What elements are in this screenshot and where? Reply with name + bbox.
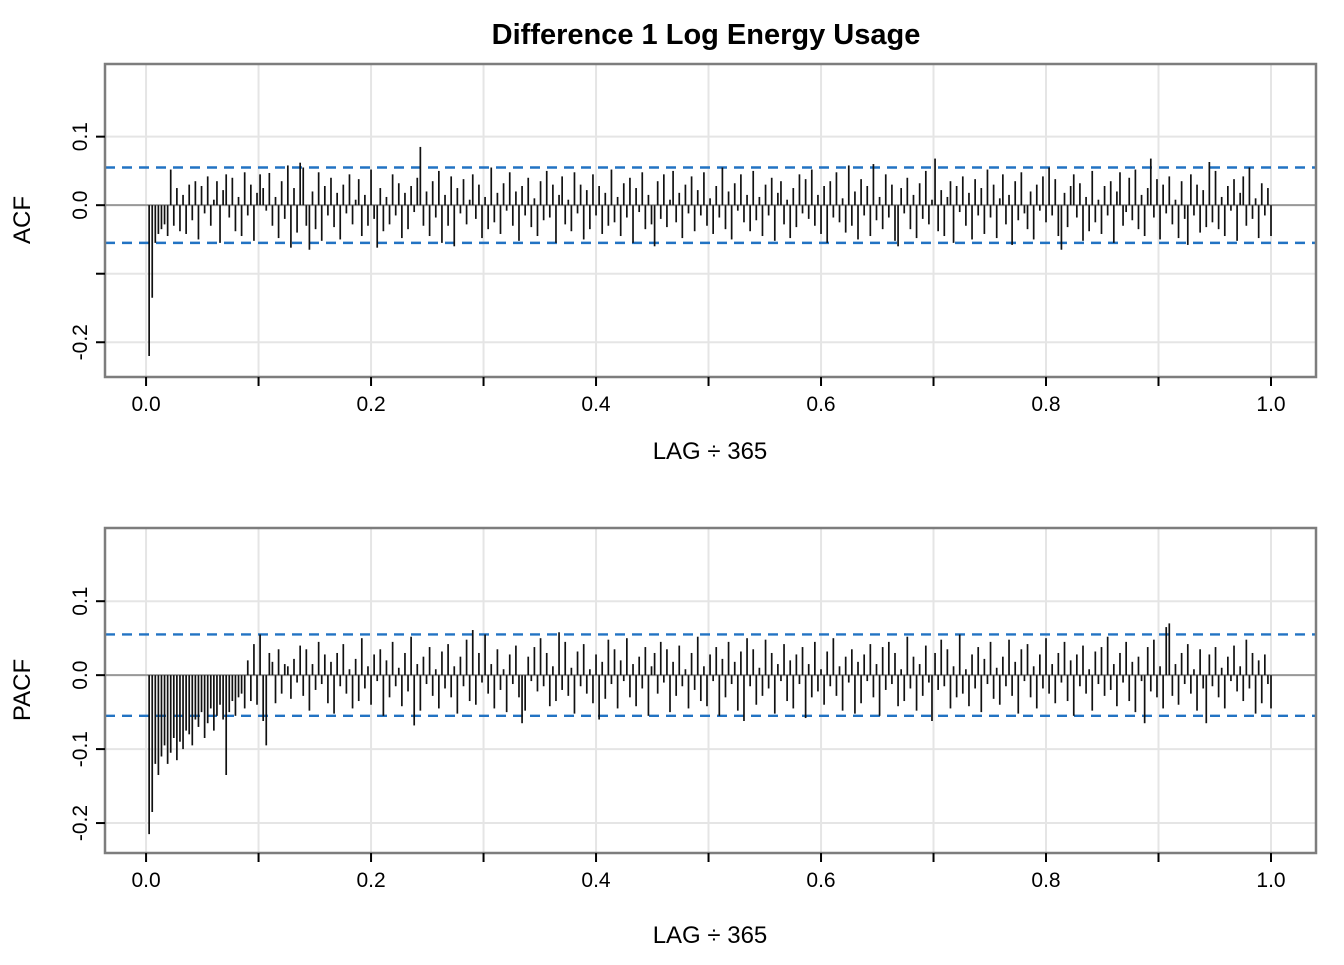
y-tick-label: 0.0 — [69, 191, 92, 220]
pacf-x-axis-label: LAG ÷ 365 — [653, 922, 768, 949]
pacf-panel: 0.0 0.2 0.4 0.6 0.8 1.0 0.1 0.0 -0.1 -0.2 — [69, 526, 1318, 892]
x-tick-label: 0.8 — [1031, 869, 1060, 892]
x-tick-label: 0.4 — [581, 393, 611, 416]
acf-panel: 0.0 0.2 0.4 0.6 0.8 1.0 0.1 0.0 -0.2 — [69, 62, 1318, 416]
acf-x-axis-label: LAG ÷ 365 — [653, 438, 768, 465]
y-tick-label: 0.0 — [69, 661, 92, 690]
x-tick-label: 0.8 — [1031, 393, 1060, 416]
y-tick-label: 0.1 — [69, 122, 92, 151]
panel-border — [103, 62, 1318, 379]
x-tick-label: 0.6 — [806, 869, 835, 892]
y-tick-label: 0.1 — [69, 587, 92, 616]
x-tick-label: 1.0 — [1256, 869, 1285, 892]
y-tick-label: -0.2 — [69, 805, 92, 841]
x-tick-label: 0.2 — [356, 869, 385, 892]
x-tick-label: 0.0 — [131, 393, 160, 416]
y-tick-label: -0.2 — [69, 324, 92, 360]
x-tick-label: 0.0 — [131, 869, 160, 892]
figure-title: Difference 1 Log Energy Usage — [492, 19, 921, 51]
x-tick-label: 0.4 — [581, 869, 611, 892]
x-tick-label: 0.2 — [356, 393, 385, 416]
x-tick-label: 1.0 — [1256, 393, 1285, 416]
panel-border — [103, 526, 1318, 855]
pacf-y-axis-label: PACF — [9, 659, 36, 721]
y-tick-label: -0.1 — [69, 731, 92, 767]
acf-y-axis-label: ACF — [9, 196, 36, 244]
x-tick-label: 0.6 — [806, 393, 835, 416]
